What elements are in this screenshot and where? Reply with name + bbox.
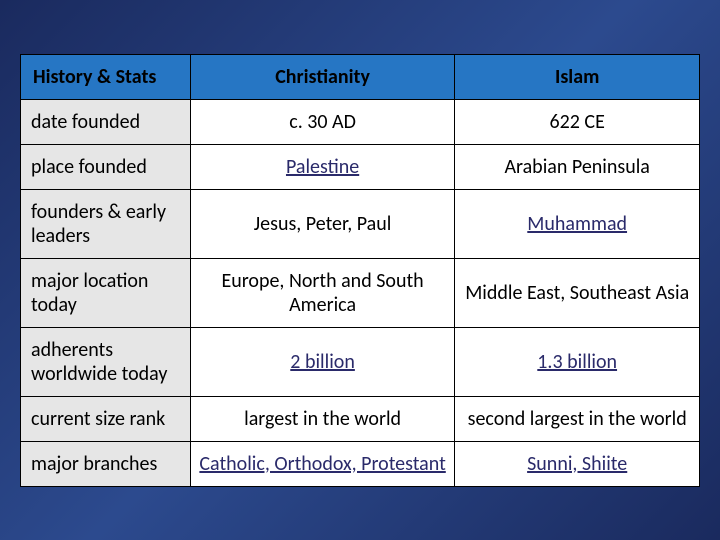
row-label: adherents worldwide today	[21, 327, 191, 396]
cell-christianity[interactable]: Catholic, Orthodox, Protestant	[190, 441, 455, 486]
table-row: major branches Catholic, Orthodox, Prote…	[21, 441, 700, 486]
row-label: major branches	[21, 441, 191, 486]
cell-islam: 622 CE	[455, 99, 700, 144]
cell-christianity: largest in the world	[190, 396, 455, 441]
row-label: date founded	[21, 99, 191, 144]
cell-christianity[interactable]: 2 billion	[190, 327, 455, 396]
cell-islam[interactable]: Muhammad	[455, 189, 700, 258]
table-row: date founded c. 30 AD 622 CE	[21, 99, 700, 144]
cell-islam[interactable]: Sunni, Shiite	[455, 441, 700, 486]
table-row: current size rank largest in the world s…	[21, 396, 700, 441]
table-body: date founded c. 30 AD 622 CE place found…	[21, 99, 700, 486]
table-row: adherents worldwide today 2 billion 1.3 …	[21, 327, 700, 396]
header-islam: Islam	[455, 54, 700, 99]
cell-christianity: Jesus, Peter, Paul	[190, 189, 455, 258]
cell-christianity: c. 30 AD	[190, 99, 455, 144]
comparison-table-container: History & Stats Christianity Islam date …	[20, 54, 700, 487]
header-history-stats: History & Stats	[21, 54, 191, 99]
table-header-row: History & Stats Christianity Islam	[21, 54, 700, 99]
comparison-table: History & Stats Christianity Islam date …	[20, 54, 700, 487]
cell-islam: Arabian Peninsula	[455, 144, 700, 189]
table-row: major location today Europe, North and S…	[21, 258, 700, 327]
row-label: major location today	[21, 258, 191, 327]
table-row: founders & early leaders Jesus, Peter, P…	[21, 189, 700, 258]
cell-islam[interactable]: 1.3 billion	[455, 327, 700, 396]
row-label: current size rank	[21, 396, 191, 441]
cell-islam: second largest in the world	[455, 396, 700, 441]
cell-christianity: Europe, North and South America	[190, 258, 455, 327]
row-label: founders & early leaders	[21, 189, 191, 258]
cell-christianity[interactable]: Palestine	[190, 144, 455, 189]
row-label: place founded	[21, 144, 191, 189]
table-row: place founded Palestine Arabian Peninsul…	[21, 144, 700, 189]
cell-islam: Middle East, Southeast Asia	[455, 258, 700, 327]
header-christianity: Christianity	[190, 54, 455, 99]
